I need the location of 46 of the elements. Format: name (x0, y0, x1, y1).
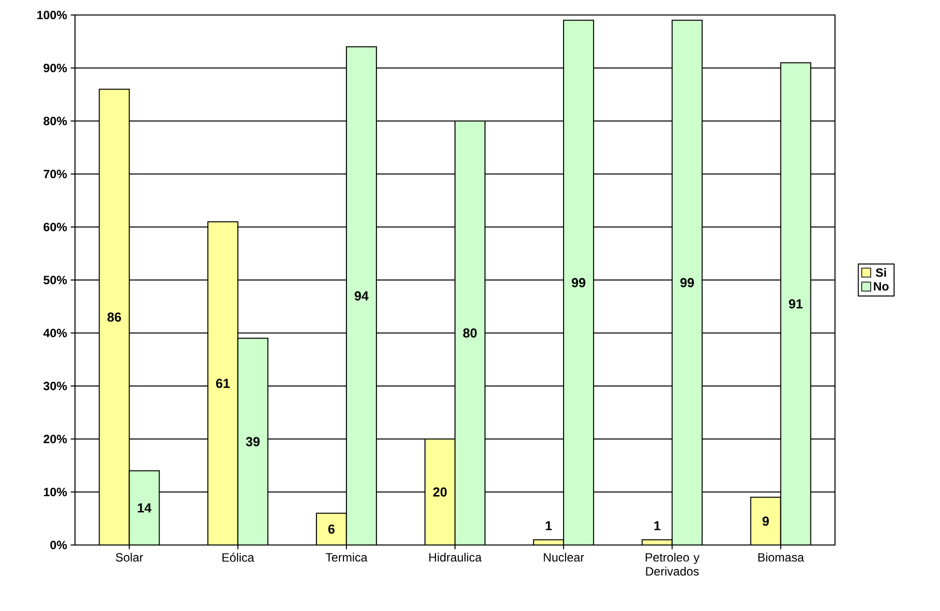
data-label: 91 (788, 299, 803, 308)
data-label: 6 (328, 524, 335, 534)
bar (316, 512, 347, 546)
data-label: 39 (246, 437, 260, 446)
y-tick-label: 0% (50, 540, 67, 550)
data-label: 99 (572, 278, 586, 288)
legend-label: Si (876, 268, 886, 277)
y-tick-label: 90% (44, 64, 67, 72)
y-tick-label: 80% (44, 116, 67, 126)
x-tick-label: Petroleo y Derivados (646, 552, 700, 576)
bar (98, 88, 130, 546)
data-label: 94 (354, 291, 369, 300)
y-tick-label: 100% (37, 10, 67, 20)
y-tick-label: 70% (44, 170, 67, 178)
x-tick-label: Termica (326, 552, 368, 562)
bar (454, 120, 486, 546)
y-tick-label: 10% (44, 488, 67, 496)
data-label: 1 (654, 521, 660, 530)
data-label: 20 (433, 487, 447, 497)
bar (128, 470, 160, 546)
bar (780, 62, 812, 546)
x-tick-label: Eólica (222, 552, 254, 562)
y-tick-label: 40% (43, 328, 67, 338)
x-tick-label: Solar (116, 552, 144, 562)
data-label: 14 (138, 503, 152, 512)
y-tick-label: 50% (44, 276, 67, 284)
y-tick-label: 30% (43, 382, 67, 390)
bar (207, 221, 238, 546)
bar (346, 46, 377, 546)
data-label: 80 (463, 328, 477, 338)
bar (672, 20, 703, 546)
bar (750, 496, 782, 546)
x-tick-label: Nuclear (544, 552, 584, 562)
bar (424, 438, 456, 546)
y-tick-label: 60% (44, 222, 67, 232)
y-tick-label: 20% (44, 434, 67, 444)
data-label: 99 (680, 278, 694, 288)
x-tick-label: Biomasa (758, 552, 804, 562)
legend-label: No (874, 282, 889, 291)
x-tick-label: Hidraulica (429, 552, 482, 562)
bar (237, 338, 268, 546)
data-label: 1 (546, 521, 552, 530)
data-label: 86 (107, 312, 122, 322)
data-label: 61 (216, 378, 230, 388)
bar (563, 20, 594, 546)
data-label: 9 (762, 516, 769, 526)
